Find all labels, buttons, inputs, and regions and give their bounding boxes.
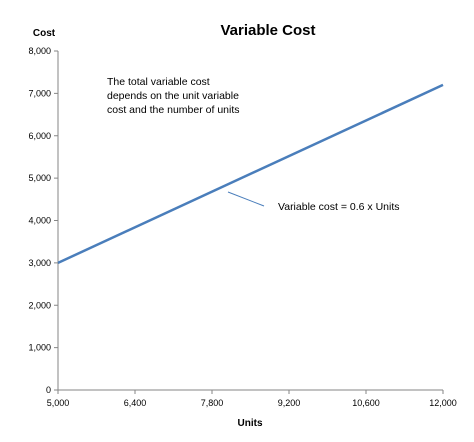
y-tick-label: 3,000: [28, 258, 51, 268]
x-tick-label: 10,600: [352, 398, 380, 408]
x-tick-label: 9,200: [278, 398, 301, 408]
x-ticks: 5,000 6,400 7,800 9,200 10,600 12,000: [47, 390, 457, 408]
y-tick-label: 6,000: [28, 131, 51, 141]
chart-title: Variable Cost: [220, 22, 315, 39]
x-tick-label: 7,800: [201, 398, 224, 408]
y-tick-label: 4,000: [28, 216, 51, 226]
line-label: Variable cost = 0.6 x Units: [278, 201, 400, 213]
y-tick-label: 1,000: [28, 343, 51, 353]
variable-cost-line: [57, 83, 444, 265]
y-tick-label: 8,000: [28, 46, 51, 56]
y-tick-label: 5,000: [28, 173, 51, 183]
y-tick-label: 7,000: [28, 88, 51, 98]
x-tick-label: 5,000: [47, 398, 70, 408]
y-tick-label: 2,000: [28, 300, 51, 310]
x-tick-label: 12,000: [429, 398, 457, 408]
y-tick-label: 0: [46, 385, 51, 395]
description-line-1: The total variable cost: [107, 76, 210, 88]
callout-leader-line: [227, 191, 265, 207]
x-tick-label: 6,400: [124, 398, 147, 408]
description-line-2: depends on the unit variable: [107, 90, 239, 102]
y-axis-title: Cost: [33, 28, 56, 39]
series-group: [57, 83, 444, 265]
y-ticks: 0 1,000 2,000 3,000 4,000 5,000 6,000 7,000 8,00…: [28, 46, 58, 395]
description-line-3: cost and the number of units: [107, 104, 240, 116]
x-axis-title: Units: [238, 418, 263, 429]
